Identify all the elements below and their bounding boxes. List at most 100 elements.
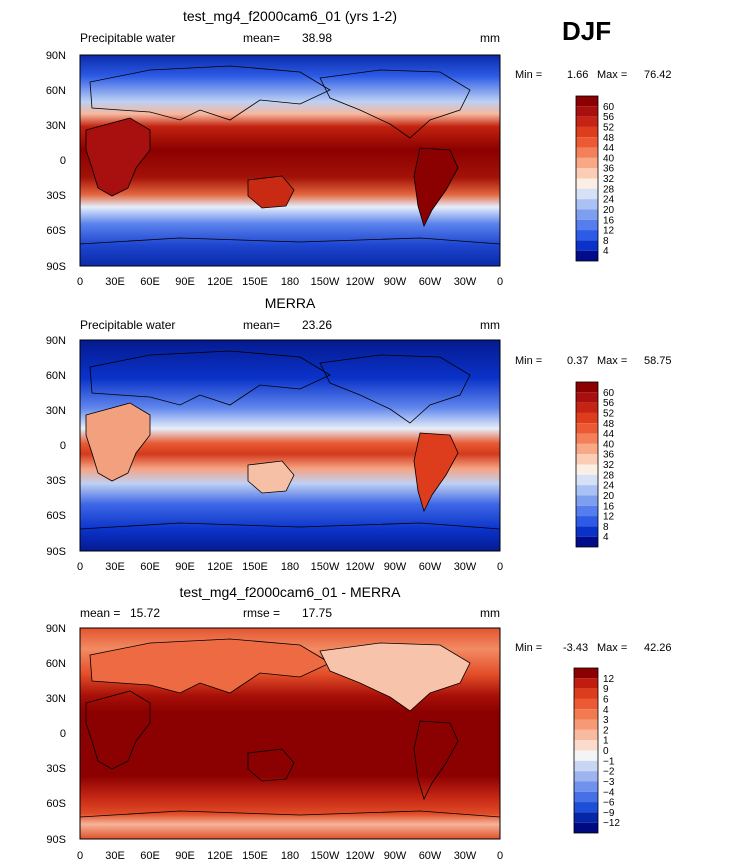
min-value: 1.66 — [567, 69, 588, 81]
landmass-north-america — [319, 69, 471, 139]
colorbar-swatch — [576, 402, 598, 413]
colorbar-swatch — [576, 178, 598, 189]
min-value: -3.43 — [563, 642, 588, 654]
colorbar-swatch — [576, 495, 598, 506]
colorbar-swatch — [576, 443, 598, 455]
colorbar-swatch — [574, 802, 598, 813]
stat-label: mean= — [243, 318, 280, 332]
x-tick-label: 0 — [77, 850, 83, 862]
x-tick-label: 0 — [497, 850, 503, 862]
landmass-south-america — [413, 147, 459, 228]
y-tick-label: 60N — [46, 658, 66, 670]
landmass-south-america — [413, 432, 459, 513]
mean-label: mean = — [80, 606, 120, 620]
max-label: Max = — [597, 355, 627, 367]
season-label: DJF — [562, 16, 611, 46]
variable-label: Precipitable water — [80, 318, 175, 332]
colorbar-swatch — [576, 219, 598, 231]
colorbar-swatch — [576, 516, 598, 527]
x-tick-label: 150E — [242, 561, 268, 573]
min-label: Min = — [515, 69, 542, 81]
y-tick-label: 60S — [46, 798, 66, 810]
colorbar-label: 60 — [603, 102, 615, 113]
x-tick-label: 30W — [454, 561, 477, 573]
x-tick-label: 60E — [140, 850, 160, 862]
x-tick-label: 150E — [242, 850, 268, 862]
colorbar-frame — [575, 381, 599, 548]
colorbar-swatch — [576, 474, 598, 486]
x-tick-label: 120W — [346, 850, 375, 862]
landmass-eurasia — [89, 65, 331, 121]
colorbar-frame — [575, 95, 599, 262]
landmass-eurasia — [89, 638, 331, 694]
colorbar-label: 4 — [603, 246, 609, 257]
x-tick-label: 120W — [346, 561, 375, 573]
colorbar-swatch — [576, 147, 598, 158]
x-tick-label: 150W — [311, 276, 340, 288]
colorbar-label: 40 — [603, 153, 615, 164]
x-tick-label: 120E — [207, 276, 233, 288]
colorbar-label: −4 — [603, 787, 615, 798]
y-tick-label: 0 — [60, 728, 66, 740]
x-tick-label: 90E — [175, 276, 195, 288]
y-tick-label: 30N — [46, 405, 66, 417]
colorbar-label: −9 — [603, 808, 615, 819]
x-tick-label: 120W — [346, 276, 375, 288]
colorbar-swatch — [576, 106, 598, 117]
colorbar-swatch — [576, 485, 598, 496]
colorbar-label: 52 — [603, 408, 615, 419]
colorbar-label: 32 — [603, 460, 615, 471]
map-frame — [79, 54, 501, 267]
x-tick-label: 150E — [242, 276, 268, 288]
panel-model: test_mg4_f2000cam6_01 (yrs 1-2) Precipit… — [46, 8, 672, 288]
colorbar-label: 20 — [603, 205, 615, 216]
colorbar-swatch — [576, 250, 598, 261]
colorbar-swatch — [576, 392, 598, 403]
colorbar-swatch — [576, 137, 598, 148]
colorbar-label: −3 — [603, 777, 615, 788]
x-tick-label: 150W — [311, 561, 340, 573]
colorbar-label: 6 — [603, 694, 609, 705]
colorbar-swatch — [574, 678, 598, 689]
colorbar-swatch — [574, 812, 598, 823]
y-tick-label: 30N — [46, 693, 66, 705]
colorbar-swatch — [576, 96, 598, 107]
colorbar-swatch — [574, 771, 598, 782]
colorbar-label: 52 — [603, 122, 615, 133]
colorbar-label: 44 — [603, 143, 615, 154]
colorbar-label: 28 — [603, 470, 615, 481]
x-axis: 0 30E 60E 90E 120E 150E 180 150W 120W 90… — [77, 850, 503, 862]
colorbar-swatch — [576, 433, 598, 444]
min-value: 0.37 — [567, 355, 588, 367]
y-tick-label: 0 — [60, 155, 66, 167]
colorbar-swatch — [574, 822, 598, 833]
colorbar-label: 8 — [603, 522, 609, 533]
stat-value: 38.98 — [302, 31, 332, 45]
colorbar-swatch — [576, 209, 598, 220]
colorbar-swatch — [574, 750, 598, 761]
mean-value: 15.72 — [130, 606, 160, 620]
rmse-value: 17.75 — [302, 606, 332, 620]
min-label: Min = — [515, 642, 542, 654]
landmass-antarctica — [79, 810, 501, 818]
units-label: mm — [480, 318, 500, 332]
colorbar-swatch — [576, 464, 598, 475]
x-tick-label: 180 — [281, 850, 299, 862]
landmass-africa — [85, 402, 151, 482]
map-frame — [79, 339, 501, 552]
colorbar-label: −2 — [603, 767, 615, 778]
map-frame — [79, 627, 501, 840]
panel-reference: MERRA Precipitable water mean= 23.26 mm … — [46, 295, 672, 573]
colorbar-label: 4 — [603, 705, 609, 716]
colorbar-swatch — [576, 454, 598, 465]
colorbar-label: 0 — [603, 746, 609, 757]
colorbar-swatch — [576, 526, 598, 537]
panel-title: test_mg4_f2000cam6_01 - MERRA — [180, 584, 402, 600]
x-tick-label: 120E — [207, 850, 233, 862]
colorbar-label: 56 — [603, 398, 615, 409]
y-tick-label: 90S — [46, 834, 66, 846]
x-tick-label: 90E — [175, 850, 195, 862]
y-tick-label: 60N — [46, 370, 66, 382]
